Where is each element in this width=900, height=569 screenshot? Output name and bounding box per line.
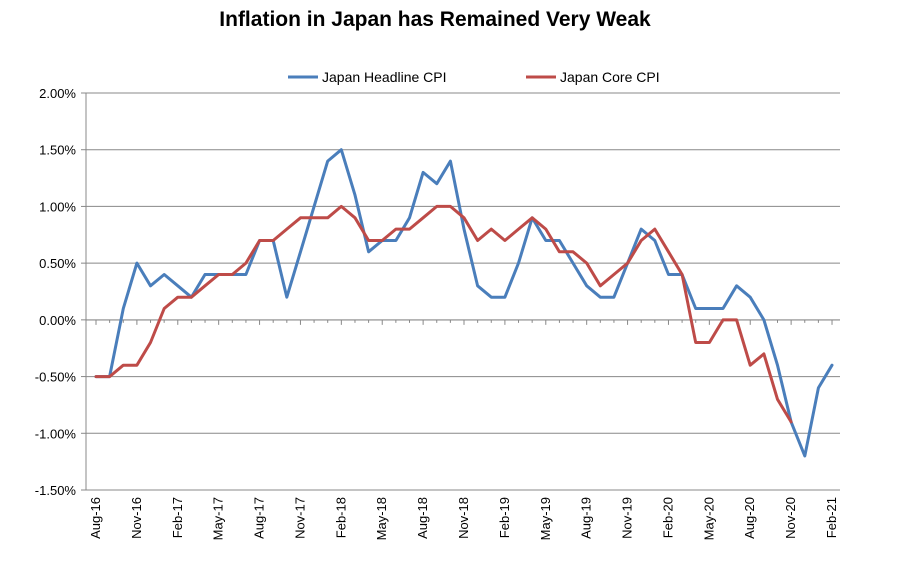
x-tick-label: May-17 [211,497,226,540]
x-tick-label: Feb-19 [497,497,512,538]
chart-title: Inflation in Japan has Remained Very Wea… [219,8,651,31]
x-tick-label: Feb-20 [660,497,675,538]
y-tick-label: -0.50% [35,370,77,385]
x-tick-label: May-20 [701,497,716,540]
x-tick-label: Nov-16 [129,497,144,539]
series-lines [94,148,834,458]
x-tick-label: Aug-20 [742,497,757,539]
y-tick-label: -1.00% [35,426,77,441]
y-tick-label: 1.00% [39,199,76,214]
x-tick-labels: Aug-16 Nov-16 Feb-17 May-17 Aug-17 Nov-17 Feb-… [88,497,839,540]
legend-label: Japan Headline CPI [322,69,447,85]
series-line-core-cpi [94,204,793,424]
x-tick-label: Aug-17 [252,497,267,539]
y-tick-label: 0.00% [39,313,76,328]
y-tick-label: 2.00% [39,86,76,101]
x-tick-label: Aug-16 [88,497,103,539]
y-tick-label: -1.50% [35,483,77,498]
x-tick-label: Nov-19 [620,497,635,539]
x-tick-label: Aug-19 [579,497,594,539]
x-tick-label: Nov-20 [783,497,798,539]
legend: Japan Headline CPI Japan Core CPI [288,69,660,85]
x-tick-label: Aug-18 [415,497,430,539]
y-tick-label: 0.50% [39,256,76,271]
series-line-headline-cpi [94,148,834,458]
x-tick-label: May-19 [538,497,553,540]
legend-label: Japan Core CPI [560,69,660,85]
x-tick-label: Feb-18 [333,497,348,538]
y-tick-labels: 2.00% 1.50% 1.00% 0.50% 0.00% -0.50% -1.00% -1.… [35,86,77,498]
x-tick-label: Nov-18 [456,497,471,539]
x-tick-label: Nov-17 [292,497,307,539]
axes [85,93,840,490]
x-tick-label: Feb-21 [824,497,839,538]
x-tick-label: Feb-17 [170,497,185,538]
y-tick-label: 1.50% [39,143,76,158]
x-tick-label: May-18 [374,497,389,540]
